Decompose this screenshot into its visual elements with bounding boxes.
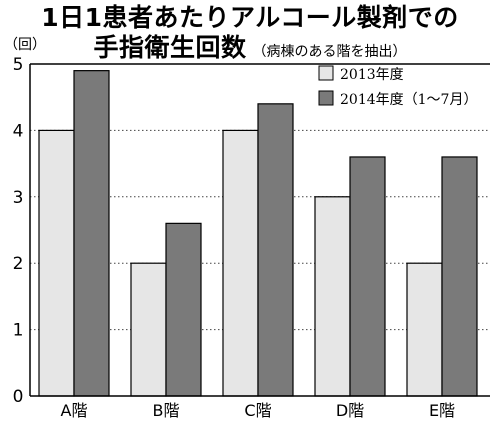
bar-E階-series1 <box>406 262 443 397</box>
x-tick-label-B階: B階 <box>153 401 180 420</box>
bar-A階-series2 <box>73 70 110 397</box>
y-axis-unit-label: （回） <box>4 37 46 53</box>
bar-D階-series2 <box>349 156 386 397</box>
chart-title: 1日1患者あたりアルコール製剤での <box>41 3 459 32</box>
y-tick-label-3: 3 <box>13 188 24 208</box>
x-tick-label-C階: C階 <box>244 401 271 420</box>
legend-label-series1: 2013年度 <box>340 67 404 83</box>
y-tick-label-4: 4 <box>13 121 24 141</box>
y-tick-label-2: 2 <box>13 254 24 274</box>
bar-B階-series2 <box>165 222 202 397</box>
x-tick-label-D階: D階 <box>336 401 364 420</box>
bar-B階-series1 <box>130 262 167 397</box>
bar-C階-series2 <box>257 103 294 397</box>
x-tick-label-E階: E階 <box>429 401 455 420</box>
chart-subtitle: （病棟のある階を抽出） <box>252 44 407 60</box>
legend-swatch-series2 <box>318 90 334 106</box>
legend-label-series2: 2014年度（1～7月） <box>340 92 477 108</box>
chart-title-line2: 手指衛生回数 <box>93 33 247 62</box>
bar-C階-series1 <box>222 129 259 397</box>
bar-E階-series2 <box>441 156 478 397</box>
bar-A階-series1 <box>38 129 75 397</box>
bar-D階-series1 <box>314 196 351 397</box>
legend-swatch-series1 <box>318 65 334 81</box>
y-tick-label-1: 1 <box>13 321 24 341</box>
y-tick-label-0: 0 <box>13 387 24 407</box>
x-tick-label-A階: A階 <box>61 401 88 420</box>
y-tick-label-5: 5 <box>13 55 24 75</box>
